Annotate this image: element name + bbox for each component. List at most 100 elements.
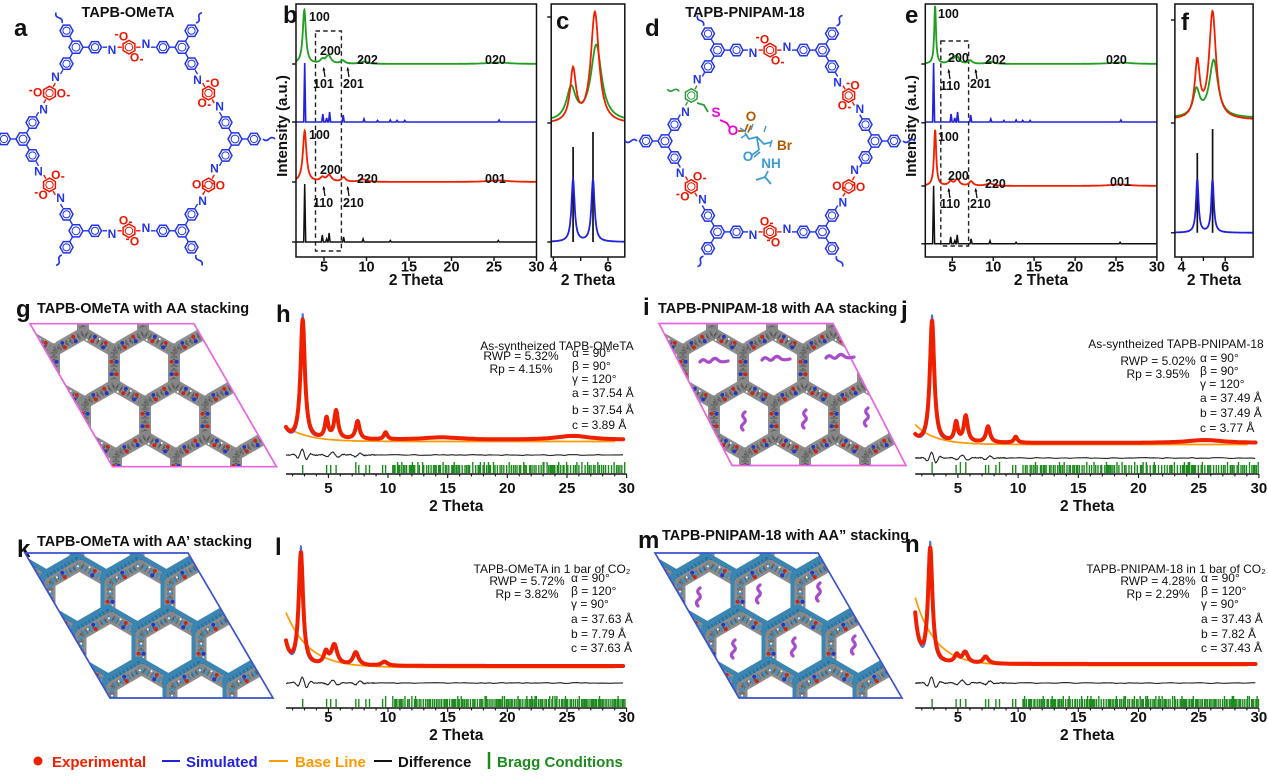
svg-text:b = 37.49 Å: b = 37.49 Å: [1200, 405, 1262, 420]
svg-text:l: l: [275, 534, 282, 561]
svg-text:100: 100: [309, 128, 330, 142]
svg-text:O: O: [210, 76, 219, 90]
svg-text:NH: NH: [761, 156, 781, 171]
svg-text:N: N: [855, 102, 864, 116]
svg-text:α = 90°: α = 90°: [572, 346, 611, 360]
svg-text:O: O: [743, 149, 754, 164]
svg-text:5: 5: [324, 480, 332, 497]
svg-text:N: N: [693, 72, 702, 86]
svg-text:O: O: [771, 54, 780, 68]
svg-text:210: 210: [970, 197, 991, 211]
svg-text:200: 200: [948, 51, 969, 65]
svg-text:j: j: [900, 297, 908, 324]
svg-text:10: 10: [380, 480, 397, 497]
svg-text:N: N: [108, 227, 117, 241]
svg-text:O: O: [57, 87, 66, 101]
svg-text:O: O: [838, 99, 847, 113]
svg-text:d: d: [645, 15, 660, 42]
svg-text:Base Line: Base Line: [295, 754, 366, 771]
svg-text:N: N: [210, 162, 219, 176]
svg-text:6: 6: [604, 260, 612, 276]
svg-text:N: N: [56, 191, 65, 205]
svg-text:O: O: [39, 188, 48, 202]
svg-text:10: 10: [985, 260, 1001, 276]
svg-text:O: O: [680, 190, 689, 204]
svg-text:N: N: [108, 43, 117, 57]
svg-text:200: 200: [320, 163, 341, 177]
svg-text:201: 201: [343, 77, 364, 91]
svg-text:O: O: [771, 235, 780, 249]
svg-text:β = 120°: β = 120°: [1201, 584, 1247, 598]
svg-text:30: 30: [1251, 709, 1268, 726]
svg-text:N: N: [838, 196, 847, 210]
svg-text:10: 10: [1010, 480, 1027, 497]
svg-text:25: 25: [1190, 709, 1207, 726]
svg-text:h: h: [276, 301, 291, 328]
svg-text:220: 220: [985, 177, 1006, 191]
svg-text:As-syntheized TAPB-OMeTA: As-syntheized TAPB-OMeTA: [480, 339, 633, 353]
svg-text:Br: Br: [777, 138, 793, 153]
svg-text:5: 5: [954, 709, 962, 726]
svg-text:a = 37.49 Å: a = 37.49 Å: [1200, 390, 1262, 405]
svg-text:Intensity (a.u.): Intensity (a.u.): [903, 75, 920, 177]
svg-text:N: N: [198, 194, 207, 208]
svg-text:N: N: [142, 221, 151, 235]
svg-text:TAPB-OMeTA with AA’ stacking: TAPB-OMeTA with AA’ stacking: [37, 534, 252, 550]
svg-text:2 Theta: 2 Theta: [429, 498, 484, 515]
svg-text:10: 10: [358, 260, 374, 276]
svg-text:c = 3.77 Å: c = 3.77 Å: [1200, 420, 1254, 435]
svg-text:25: 25: [559, 480, 576, 497]
svg-text:15: 15: [439, 709, 456, 726]
svg-text:TAPB-OMeTA in 1 bar of CO₂: TAPB-OMeTA in 1 bar of CO₂: [474, 562, 631, 576]
svg-text:202: 202: [985, 53, 1006, 67]
svg-text:α = 90°: α = 90°: [571, 571, 610, 585]
svg-text:5: 5: [954, 480, 962, 497]
svg-text:O: O: [198, 96, 207, 110]
svg-text:N: N: [833, 75, 842, 89]
svg-text:2 Theta: 2 Theta: [561, 272, 616, 289]
svg-text:O: O: [192, 177, 201, 191]
svg-text:15: 15: [1070, 709, 1087, 726]
svg-text:β = 120°: β = 120°: [571, 584, 617, 598]
svg-text:O: O: [693, 170, 702, 184]
svg-text:100: 100: [938, 7, 959, 21]
svg-text:2 Theta: 2 Theta: [389, 272, 444, 289]
svg-text:20: 20: [1067, 260, 1083, 276]
svg-text:b = 7.82 Å: b = 7.82 Å: [1201, 626, 1256, 641]
svg-text:200: 200: [948, 169, 969, 183]
svg-text:TAPB-PNIPAM-18 in 1 bar of CO: TAPB-PNIPAM-18 in 1 bar of CO₂: [1086, 562, 1266, 576]
svg-text:N: N: [681, 105, 690, 119]
svg-text:c = 3.89 Å: c = 3.89 Å: [572, 417, 626, 432]
svg-text:2 Theta: 2 Theta: [1060, 727, 1115, 744]
svg-text:γ = 120°: γ = 120°: [1200, 377, 1245, 391]
svg-text:Intensity (a.u.): Intensity (a.u.): [274, 75, 291, 177]
svg-text:O: O: [760, 33, 769, 47]
svg-text:200: 200: [320, 44, 341, 58]
svg-text:n: n: [905, 531, 920, 558]
svg-text:5: 5: [324, 709, 332, 726]
svg-text:020: 020: [1106, 53, 1127, 67]
svg-text:RWP = 5.72%: RWP = 5.72%: [489, 574, 565, 588]
svg-text:c: c: [556, 8, 569, 35]
svg-text:O: O: [850, 79, 859, 93]
svg-text:30: 30: [618, 709, 635, 726]
svg-text:N: N: [215, 99, 224, 113]
svg-text:20: 20: [499, 709, 516, 726]
svg-text:O: O: [119, 213, 128, 227]
svg-text:b = 7.79 Å: b = 7.79 Å: [571, 626, 626, 641]
svg-text:5: 5: [320, 260, 328, 276]
svg-text:RWP = 4.28%: RWP = 4.28%: [1120, 574, 1196, 588]
svg-text:N: N: [676, 166, 685, 180]
svg-text:110: 110: [313, 196, 333, 210]
svg-text:6: 6: [1221, 260, 1229, 276]
svg-text:β = 90°: β = 90°: [572, 359, 611, 373]
svg-text:Simulated: Simulated: [186, 754, 258, 771]
svg-text:30: 30: [528, 260, 544, 276]
svg-text:S: S: [711, 105, 720, 120]
svg-text:g: g: [16, 296, 31, 323]
svg-text:TAPB-PNIPAM-18 with AA” stacki: TAPB-PNIPAM-18 with AA” stacking: [662, 528, 909, 544]
svg-text:TAPB-OMeTA with AA stacking: TAPB-OMeTA with AA stacking: [37, 301, 249, 317]
svg-text:N: N: [142, 37, 151, 51]
svg-text:N: N: [783, 40, 792, 54]
svg-text:a = 37.43 Å: a = 37.43 Å: [1201, 611, 1263, 626]
